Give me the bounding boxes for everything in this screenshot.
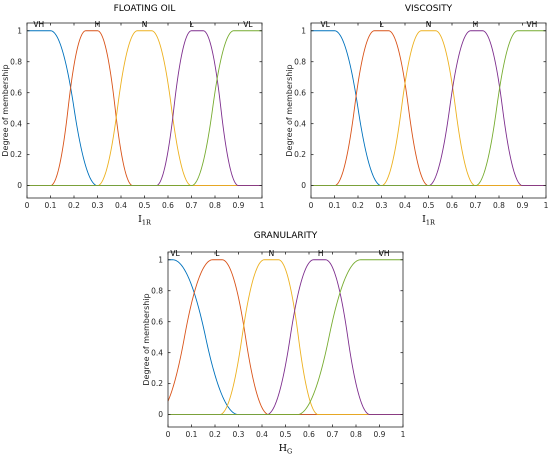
series-line-n (311, 30, 546, 187)
y-tick-label: 0.6 (151, 317, 163, 326)
x-tick-label: 0.7 (470, 201, 482, 210)
chart-panel-3: 0 0.1 0.2 0.3 0.4 0.5 0.6 0.7 0.8 0.9 1 0 0.2 0.4 0.6 0… (142, 231, 406, 456)
x-tick-label: 0.9 (374, 430, 386, 439)
series-line-h (27, 30, 262, 187)
y-tick-label: 0 (301, 181, 306, 190)
x-tick-label: 0.6 (446, 201, 458, 210)
series-line-n (27, 30, 262, 187)
x-tick-label: 0.8 (209, 201, 221, 210)
set-label-vl: VL (243, 20, 253, 29)
set-label-vh: VH (379, 249, 390, 258)
series-line-l (27, 30, 262, 187)
series-line-vh (311, 30, 546, 187)
x-tick-label: 0.2 (209, 430, 221, 439)
set-label-h: H (318, 249, 324, 258)
x-axis-label: HG (279, 443, 293, 456)
x-tick-label: 0.5 (280, 430, 292, 439)
y-tick-label: 0.8 (10, 57, 22, 66)
x-tick-label: 0.3 (92, 201, 104, 210)
series-line-vl (168, 259, 403, 416)
y-tick-label: 0.2 (151, 379, 163, 388)
y-tick-label: 0.2 (10, 150, 22, 159)
x-tick-label: 0.1 (186, 430, 198, 439)
x-tick-label: 0.4 (256, 430, 268, 439)
x-tick-label: 0.1 (329, 201, 341, 210)
x-tick-label: 0.6 (162, 201, 174, 210)
plot-frame (167, 251, 404, 428)
x-tick-label: 0.3 (376, 201, 388, 210)
x-tick-label: 1 (544, 201, 549, 210)
x-tick-label: 0.9 (517, 201, 529, 210)
x-axis-label: I1R (138, 214, 152, 227)
series-line-h (168, 259, 403, 416)
x-tick-label: 0.1 (45, 201, 57, 210)
x-tick-label: 1 (260, 201, 265, 210)
x-tick-label: 1 (401, 430, 406, 439)
x-tick-label: 0.2 (352, 201, 364, 210)
y-tick-label: 0.8 (151, 286, 163, 295)
y-axis-label: Degree of membership (285, 64, 294, 156)
y-tick-label: 0.4 (294, 119, 306, 128)
chart-title: GRANULARITY (254, 231, 318, 241)
y-axis-label: Degree of membership (142, 293, 151, 385)
chart-panel-1: 0 0.1 0.2 0.3 0.4 0.5 0.6 0.7 0.8 0.9 1 0 0.2 0.4 0.6 0… (1, 4, 265, 227)
x-tick-label: 0.9 (233, 201, 245, 210)
y-tick-label: 1 (158, 255, 163, 264)
y-tick-label: 0.6 (10, 88, 22, 97)
set-label-n: N (142, 20, 148, 29)
x-tick-label: 0 (309, 201, 314, 210)
x-tick-label: 0 (25, 201, 30, 210)
series-line-vh (168, 259, 403, 416)
y-tick-label: 0.4 (10, 119, 22, 128)
set-label-l: L (189, 20, 194, 29)
y-tick-label: 1 (17, 26, 22, 35)
y-tick-label: 1 (301, 26, 306, 35)
y-tick-label: 0.8 (294, 57, 306, 66)
series-line-h (311, 30, 546, 187)
x-tick-label: 0.3 (233, 430, 245, 439)
x-tick-label: 0 (166, 430, 171, 439)
x-tick-label: 0.8 (493, 201, 505, 210)
x-tick-label: 0.2 (68, 201, 80, 210)
set-label-vl: VL (320, 20, 330, 29)
set-label-n: N (426, 20, 432, 29)
series-line-l (311, 30, 546, 187)
set-label-vl: VL (170, 249, 180, 258)
y-tick-label: 0.2 (294, 150, 306, 159)
series-line-vl (27, 30, 262, 187)
y-tick-label: 0.6 (294, 88, 306, 97)
set-label-n: N (269, 249, 275, 258)
set-label-h: H (473, 20, 479, 29)
x-tick-label: 0.4 (399, 201, 411, 210)
y-tick-label: 0 (17, 181, 22, 190)
y-tick-label: 0 (158, 410, 163, 419)
chart-panel-2: 0 0.1 0.2 0.3 0.4 0.5 0.6 0.7 0.8 0.9 1 0 0.2 0.4 0.6 0… (285, 4, 549, 227)
x-tick-label: 0.7 (186, 201, 198, 210)
set-label-vh: VH (33, 20, 44, 29)
x-tick-label: 0.7 (327, 430, 339, 439)
series-line-n (168, 259, 403, 416)
y-axis-label: Degree of membership (1, 64, 10, 156)
series-line-l (167, 259, 403, 416)
x-tick-label: 0.4 (115, 201, 127, 210)
set-label-vh: VH (527, 20, 538, 29)
set-label-h: H (95, 20, 101, 29)
chart-title: FLOATING OIL (114, 4, 176, 14)
x-tick-label: 0.8 (350, 430, 362, 439)
x-axis-label: I1R (422, 214, 436, 227)
x-tick-label: 0.5 (139, 201, 151, 210)
set-label-l: L (215, 249, 220, 258)
x-tick-label: 0.5 (423, 201, 435, 210)
series-line-vl (311, 30, 546, 187)
y-tick-label: 0.4 (151, 348, 163, 357)
set-label-l: L (379, 20, 384, 29)
series-line-vh (27, 30, 262, 187)
chart-title: VISCOSITY (405, 4, 453, 14)
x-tick-label: 0.6 (303, 430, 315, 439)
